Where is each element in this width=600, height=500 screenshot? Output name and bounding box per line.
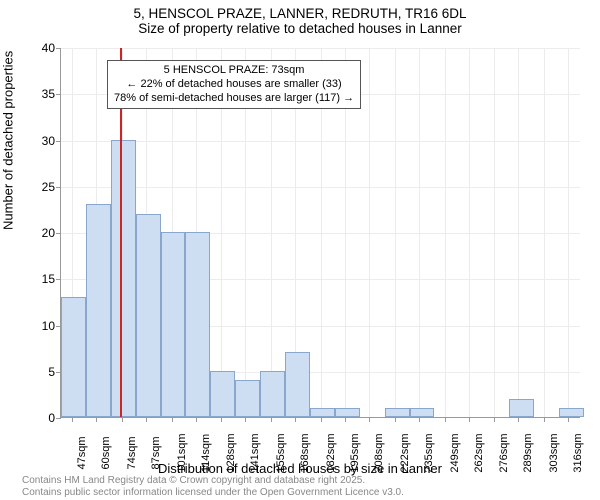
xtick-mark <box>196 417 197 422</box>
histogram-bar <box>61 297 86 417</box>
histogram-bar <box>161 232 186 417</box>
y-axis-label: Number of detached properties <box>1 51 16 230</box>
xtick-mark <box>96 417 97 422</box>
ytick-label: 0 <box>48 411 61 425</box>
histogram-bar <box>86 204 111 417</box>
footnote: Contains HM Land Registry data © Crown c… <box>22 475 404 498</box>
gridline-v <box>369 48 370 417</box>
legend-line-1: 5 HENSCOL PRAZE: 73sqm <box>114 64 354 78</box>
histogram-bar <box>185 232 210 417</box>
title-line-2: Size of property relative to detached ho… <box>0 21 600 36</box>
histogram-bar <box>235 380 260 417</box>
gridline-v <box>544 48 545 417</box>
gridline-v <box>494 48 495 417</box>
histogram-bar <box>285 352 310 417</box>
xtick-mark <box>445 417 446 422</box>
xtick-mark <box>469 417 470 422</box>
gridline-v <box>395 48 396 417</box>
xtick-mark <box>221 417 222 422</box>
xtick-mark <box>122 417 123 422</box>
gridline-v <box>469 48 470 417</box>
xtick-mark <box>544 417 545 422</box>
title-block: 5, HENSCOL PRAZE, LANNER, REDRUTH, TR16 … <box>0 0 600 36</box>
footnote-line-1: Contains HM Land Registry data © Crown c… <box>22 475 404 487</box>
xtick-mark <box>295 417 296 422</box>
plot-area: 051015202530354047sqm60sqm74sqm87sqm101s… <box>60 48 580 418</box>
xtick-mark <box>172 417 173 422</box>
xtick-mark <box>72 417 73 422</box>
histogram-bar <box>410 408 435 417</box>
xtick-mark <box>494 417 495 422</box>
histogram-bar <box>559 408 584 417</box>
xtick-mark <box>568 417 569 422</box>
title-line-1: 5, HENSCOL PRAZE, LANNER, REDRUTH, TR16 … <box>0 6 600 21</box>
ytick-label: 10 <box>42 319 61 333</box>
x-axis-label: Distribution of detached houses by size … <box>0 461 600 476</box>
xtick-mark <box>369 417 370 422</box>
ytick-label: 20 <box>42 226 61 240</box>
ytick-label: 30 <box>42 134 61 148</box>
ytick-label: 15 <box>42 272 61 286</box>
chart-container: 5, HENSCOL PRAZE, LANNER, REDRUTH, TR16 … <box>0 0 600 500</box>
legend-box: 5 HENSCOL PRAZE: 73sqm ← 22% of detached… <box>107 60 361 109</box>
ytick-label: 40 <box>42 41 61 55</box>
xtick-mark <box>518 417 519 422</box>
legend-line-3: 78% of semi-detached houses are larger (… <box>114 92 354 106</box>
histogram-bar <box>210 371 235 417</box>
histogram-bar <box>310 408 335 417</box>
histogram-bar <box>335 408 360 417</box>
xtick-mark <box>395 417 396 422</box>
gridline-v <box>445 48 446 417</box>
ytick-label: 5 <box>48 365 61 379</box>
footnote-line-2: Contains public sector information licen… <box>22 487 404 499</box>
xtick-mark <box>245 417 246 422</box>
xtick-mark <box>345 417 346 422</box>
histogram-bar <box>111 140 136 418</box>
legend-line-2: ← 22% of detached houses are smaller (33… <box>114 78 354 92</box>
histogram-bar <box>136 214 161 418</box>
histogram-bar <box>385 408 410 417</box>
xtick-mark <box>419 417 420 422</box>
xtick-mark <box>146 417 147 422</box>
gridline-v <box>568 48 569 417</box>
xtick-mark <box>271 417 272 422</box>
ytick-label: 35 <box>42 87 61 101</box>
gridline-v <box>419 48 420 417</box>
gridline-v <box>518 48 519 417</box>
histogram-bar <box>509 399 534 418</box>
xtick-mark <box>321 417 322 422</box>
ytick-label: 25 <box>42 180 61 194</box>
histogram-bar <box>260 371 285 417</box>
